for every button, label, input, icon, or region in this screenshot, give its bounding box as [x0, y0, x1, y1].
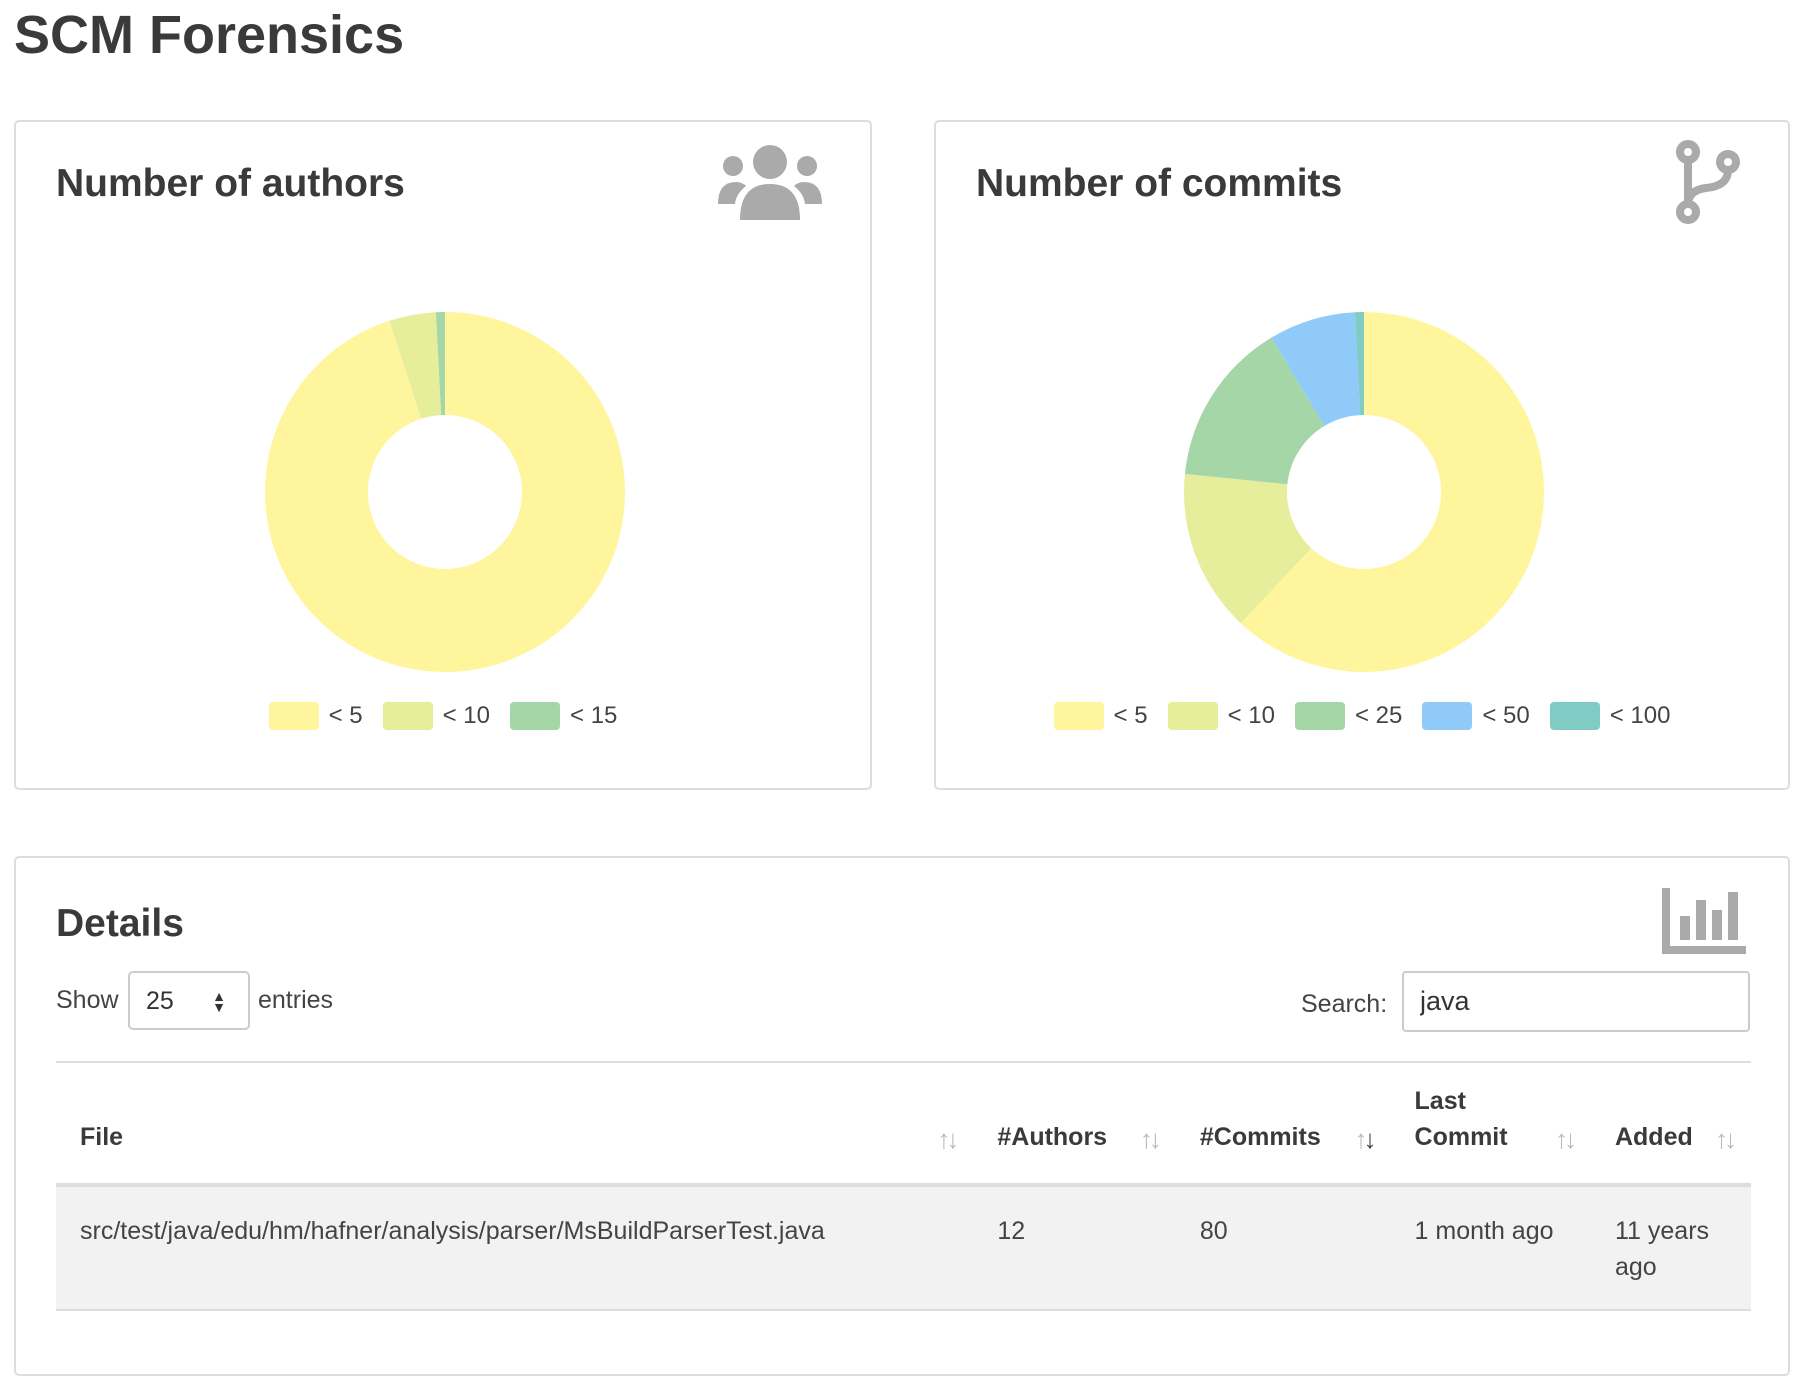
authors-donut-chart: [265, 312, 626, 672]
legend-item[interactable]: < 10: [382, 702, 491, 730]
legend-swatch: [1167, 702, 1218, 730]
legend-item[interactable]: < 100: [1549, 702, 1671, 730]
card-title: Details: [56, 902, 184, 945]
details-card: Details Show 25 ▲▼ entries Search: File↑…: [14, 856, 1790, 1376]
sort-icon: ↑↓: [1139, 1124, 1162, 1154]
cell-file: src/test/java/edu/hm/hafner/analysis/par…: [80, 1217, 825, 1245]
legend-label: < 5: [328, 702, 363, 729]
commits-legend: < 5 < 10 < 25 < 50 < 100: [936, 702, 1788, 730]
legend-label: < 10: [1227, 702, 1275, 729]
donut-slice[interactable]: [1271, 312, 1361, 426]
donut-slice[interactable]: [389, 312, 442, 419]
commits-donut-chart: [1184, 312, 1544, 672]
donut-slice[interactable]: [1184, 337, 1325, 485]
legend-label: < 10: [442, 702, 491, 729]
legend-swatch: [1422, 702, 1473, 730]
donut-slice[interactable]: [1240, 312, 1544, 672]
entries-label: entries: [258, 986, 334, 1014]
page-title: SCM Forensics: [14, 5, 405, 65]
sort-icon: ↑↓: [1715, 1124, 1737, 1154]
table-header-row: File ↑↓ #Authors ↑↓ #Commits ↑↓ Last Commit…: [56, 1062, 1751, 1185]
donut-slice[interactable]: [1184, 473, 1312, 624]
legend-item[interactable]: < 25: [1294, 702, 1403, 730]
details-table: File ↑↓ #Authors ↑↓ #Commits ↑↓ Last Commit…: [56, 1061, 1751, 1311]
code-branch-icon: [1676, 140, 1740, 224]
column-header-authors[interactable]: #Authors ↑↓: [973, 1062, 1176, 1185]
column-header-added[interactable]: Added ↑↓: [1591, 1062, 1751, 1185]
column-header-commits[interactable]: #Commits ↑↓: [1176, 1062, 1391, 1185]
legend-swatch: [268, 702, 319, 730]
select-arrows-icon: ▲ ▼: [212, 988, 226, 1015]
sort-icon: ↑↓: [937, 1124, 959, 1154]
legend-label: < 50: [1482, 702, 1530, 729]
card-title: Number of commits: [976, 162, 1343, 205]
legend-swatch: [382, 702, 433, 730]
legend-item[interactable]: < 50: [1422, 702, 1530, 730]
bar-chart-icon: [1662, 888, 1746, 954]
sort-icon: ↑↓: [1554, 1124, 1577, 1154]
legend-label: < 5: [1113, 702, 1148, 729]
cell-commits: 80: [1199, 1217, 1228, 1245]
entries-select[interactable]: 25 ▲ ▼: [128, 971, 250, 1030]
entries-value: 25: [146, 987, 174, 1015]
cell-last-commit: 1 month ago: [1414, 1217, 1554, 1245]
donut-slice[interactable]: [265, 312, 626, 672]
legend-item[interactable]: < 5: [268, 702, 363, 730]
search-input[interactable]: [1402, 971, 1750, 1032]
column-header-file[interactable]: File ↑↓: [56, 1062, 973, 1185]
column-header-last-commit[interactable]: Last Commit ↑↓: [1391, 1062, 1591, 1185]
legend-item[interactable]: < 10: [1167, 702, 1275, 730]
card-title: Number of authors: [56, 162, 405, 205]
legend-swatch: [1549, 702, 1600, 730]
cell-authors: 12: [997, 1217, 1026, 1245]
donut-slice[interactable]: [1354, 312, 1364, 416]
legend-swatch: [1294, 702, 1345, 730]
legend-item[interactable]: < 15: [510, 702, 617, 730]
search-label: Search:: [1301, 990, 1388, 1018]
legend-label: < 100: [1609, 702, 1671, 729]
commits-card: Number of commits < 5 < 10 < 25 < 50 < 100: [934, 120, 1790, 790]
donut-slice[interactable]: [435, 312, 445, 416]
authors-card: Number of authors < 5 < 10 < 15: [14, 120, 872, 790]
legend-label: < 15: [570, 702, 618, 729]
sort-desc-icon: ↑↓: [1354, 1124, 1377, 1154]
users-icon: [718, 145, 822, 220]
authors-legend: < 5 < 10 < 15: [16, 702, 870, 730]
legend-swatch: [1053, 702, 1104, 730]
legend-item[interactable]: < 5: [1053, 702, 1148, 730]
legend-swatch: [510, 702, 561, 730]
cell-added: 11 years ago: [1614, 1217, 1710, 1281]
show-label: Show: [56, 986, 119, 1014]
table-row: src/test/java/edu/hm/hafner/analysis/par…: [56, 1185, 1751, 1310]
legend-label: < 25: [1354, 702, 1403, 729]
